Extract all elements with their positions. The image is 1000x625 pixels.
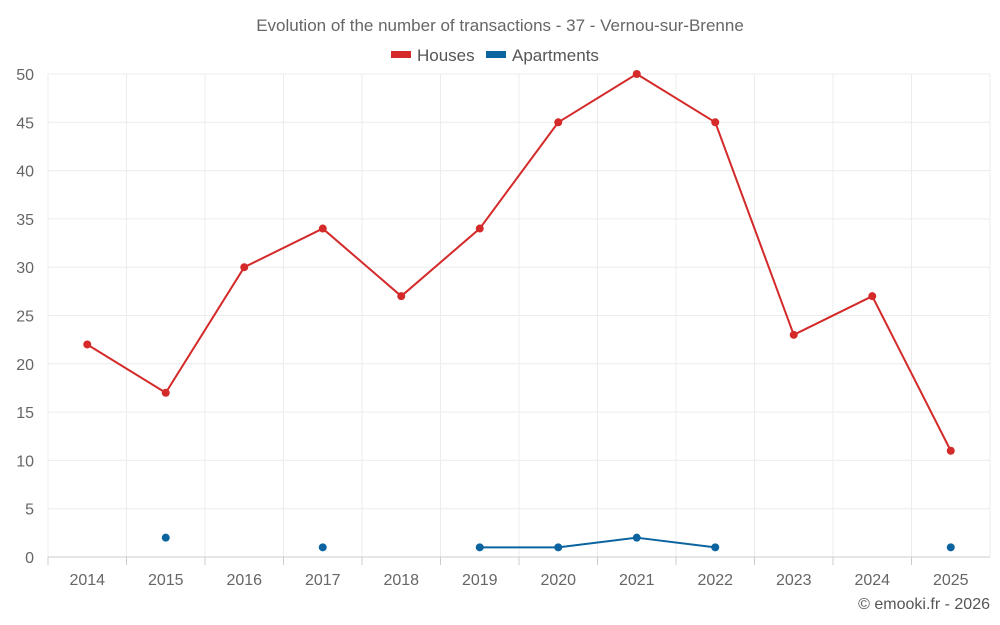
x-tick-label: 2016 <box>226 572 262 589</box>
legend: Houses Apartments <box>391 46 599 65</box>
data-point-houses[interactable] <box>632 70 641 78</box>
data-point-apartments[interactable] <box>161 533 170 542</box>
data-point-apartments[interactable] <box>711 543 720 552</box>
data-point-houses[interactable] <box>83 340 92 349</box>
x-tick-label: 2021 <box>619 572 655 589</box>
data-point-houses[interactable] <box>946 446 955 455</box>
data-point-houses[interactable] <box>554 118 563 127</box>
y-tick-label: 45 <box>16 115 34 132</box>
data-point-houses[interactable] <box>161 388 170 397</box>
data-point-apartments[interactable] <box>318 543 327 552</box>
y-tick-label: 35 <box>16 212 34 229</box>
data-point-houses[interactable] <box>789 330 798 339</box>
series-apartments <box>161 533 955 552</box>
legend-label-apartments[interactable]: Apartments <box>512 46 599 65</box>
x-axis: 2014 2015 2016 2017 2018 2019 2020 2021 2022 2023… <box>47 556 990 589</box>
chart-title: Evolution of the number of transactions … <box>256 16 744 35</box>
y-tick-label: 0 <box>25 550 34 567</box>
series-layer <box>83 70 955 552</box>
x-tick-label: 2020 <box>540 572 576 589</box>
x-tick-label: 2015 <box>148 572 184 589</box>
legend-swatch-apartments[interactable] <box>486 51 506 58</box>
x-tick-label: 2023 <box>776 572 812 589</box>
data-point-apartments[interactable] <box>946 543 955 552</box>
data-point-apartments[interactable] <box>475 543 484 552</box>
y-tick-label: 25 <box>16 309 34 326</box>
series-houses <box>83 70 955 455</box>
x-tick-label: 2024 <box>854 572 890 589</box>
series-line-houses <box>86 73 952 452</box>
x-tick-label: 2014 <box>69 572 105 589</box>
y-axis: 0 5 10 15 20 25 30 35 40 45 50 <box>16 67 34 567</box>
x-tick-label: 2017 <box>305 572 341 589</box>
data-point-apartments[interactable] <box>554 543 563 552</box>
data-point-houses[interactable] <box>711 118 720 127</box>
x-tick-label: 2022 <box>697 572 733 589</box>
data-point-houses[interactable] <box>318 224 327 233</box>
y-tick-label: 40 <box>16 164 34 181</box>
data-point-apartments[interactable] <box>632 533 641 542</box>
data-point-houses[interactable] <box>868 292 877 301</box>
data-point-houses[interactable] <box>240 263 249 272</box>
x-tick-label: 2018 <box>383 572 419 589</box>
data-point-houses[interactable] <box>397 292 406 301</box>
series-line-apartments <box>479 536 716 549</box>
y-tick-label: 30 <box>16 260 34 277</box>
credit-text: © emooki.fr - 2026 <box>858 596 990 613</box>
y-tick-label: 50 <box>16 67 34 84</box>
y-tick-label: 5 <box>25 502 34 519</box>
legend-label-houses[interactable]: Houses <box>417 46 475 65</box>
x-tick-label: 2019 <box>462 572 498 589</box>
y-tick-label: 20 <box>16 357 34 374</box>
legend-swatch-houses[interactable] <box>391 51 411 58</box>
grid <box>47 73 991 557</box>
y-tick-label: 10 <box>16 453 34 470</box>
data-point-houses[interactable] <box>475 224 484 233</box>
y-tick-label: 15 <box>16 405 34 422</box>
x-tick-label: 2025 <box>933 572 969 589</box>
